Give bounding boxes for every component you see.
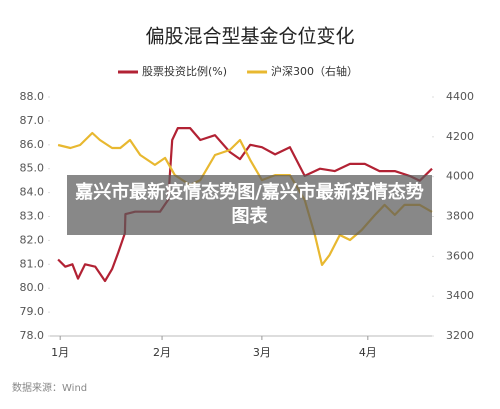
x-tick-label: 1月 [51, 346, 69, 359]
x-tick-label: 2月 [153, 346, 171, 359]
y2-tick-label: 3400 [446, 289, 474, 302]
y2-tick-label: 3200 [446, 329, 474, 342]
y2-tick-label: 3600 [446, 249, 474, 262]
y-tick-label: 82.0 [20, 233, 45, 246]
series-line [57, 127, 433, 283]
y2-tick-label: 4200 [446, 130, 474, 143]
y-tick-label: 83.0 [20, 210, 45, 223]
y-tick-label: 85.0 [20, 162, 45, 175]
y-tick-label: 79.0 [20, 305, 45, 318]
y-tick-label: 87.0 [20, 114, 45, 127]
x-tick-label: 4月 [359, 346, 377, 359]
y2-tick-label: 3800 [446, 210, 474, 223]
y-tick-label: 86.0 [20, 138, 45, 151]
x-tick-label: 3月 [253, 346, 271, 359]
y-tick-label: 88.0 [20, 90, 45, 103]
y-tick-label: 78.0 [20, 329, 45, 342]
y2-tick-label: 4400 [446, 90, 474, 103]
legend-label: 沪深300（右轴） [271, 64, 358, 78]
y-tick-label: 81.0 [20, 257, 45, 270]
y-tick-label: 84.0 [20, 186, 45, 199]
overlay-banner: 嘉兴市最新疫情态势图/嘉兴市最新疫情态势图表 [67, 175, 432, 235]
legend-label: 股票投资比例(%) [142, 64, 227, 78]
chart-title: 偏股混合型基金仓位变化 [145, 26, 354, 48]
source-note: 数据来源：Wind [12, 381, 87, 394]
y2-tick-label: 4000 [446, 170, 474, 183]
y-tick-label: 80.0 [20, 281, 45, 294]
